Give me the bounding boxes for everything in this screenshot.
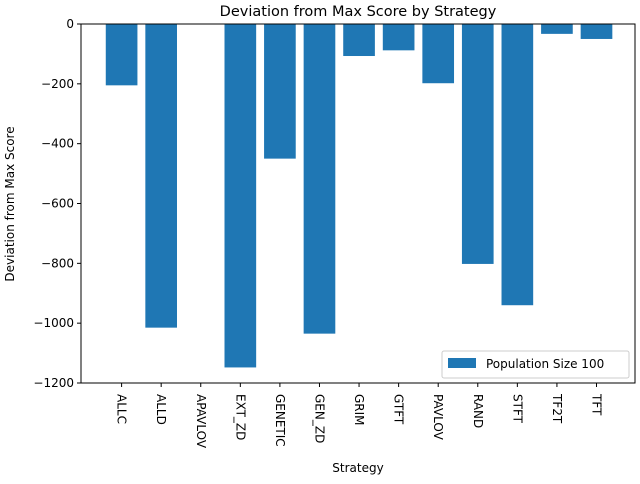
x-axis-title: Strategy xyxy=(332,461,383,475)
x-tick-label: PAVLOV xyxy=(431,394,445,441)
x-tick-label: APAVLOV xyxy=(194,394,208,449)
y-tick-label: −800 xyxy=(41,256,74,270)
y-axis: 0 −200 −400 −600 −800 −1000 −1200 xyxy=(33,17,81,390)
bar-stft xyxy=(501,24,534,306)
bar-gen-zd xyxy=(303,24,336,334)
x-tick-label: GRIM xyxy=(352,394,366,426)
x-tick-label: GENETIC xyxy=(273,394,287,447)
bar-rand xyxy=(461,24,494,264)
legend-swatch xyxy=(448,358,476,368)
bar-tft xyxy=(580,24,613,39)
legend: Population Size 100 xyxy=(441,350,630,379)
x-tick-label: GTFT xyxy=(392,394,406,425)
x-axis: ALLC ALLD APAVLOV EXT_ZD GENETIC GEN_ZD GRIM GT… xyxy=(115,383,604,449)
bar-allc xyxy=(105,24,138,86)
bar-genetic xyxy=(264,24,296,159)
bar-gtft xyxy=(382,24,415,51)
bar-alld xyxy=(145,24,177,328)
y-tick-label: −1000 xyxy=(33,316,74,330)
bar-pavlov xyxy=(422,24,455,84)
x-tick-label: ALLD xyxy=(154,394,168,425)
x-tick-label: STFT xyxy=(510,394,524,424)
y-tick-label: −600 xyxy=(41,197,74,211)
legend-label: Population Size 100 xyxy=(486,357,604,371)
bar-ext-zd xyxy=(224,24,257,368)
y-tick-label: −200 xyxy=(41,77,74,91)
bar-grim xyxy=(343,24,375,57)
x-tick-label: GEN_ZD xyxy=(312,394,326,443)
y-tick-label: −1200 xyxy=(33,376,74,390)
y-axis-title: Deviation from Max Score xyxy=(3,126,17,281)
x-tick-label: RAND xyxy=(471,394,485,428)
bar-tf2t xyxy=(541,24,573,34)
x-tick-label: ALLC xyxy=(115,394,129,424)
x-tick-label: TFT xyxy=(590,393,604,416)
y-tick-label: 0 xyxy=(66,17,74,31)
chart-title: Deviation from Max Score by Strategy xyxy=(220,4,497,20)
x-tick-label: EXT_ZD xyxy=(233,394,247,440)
legend-frame xyxy=(441,350,630,379)
bars-group xyxy=(105,24,613,368)
x-tick-label: TF2T xyxy=(550,393,564,424)
y-tick-label: −400 xyxy=(41,137,74,151)
